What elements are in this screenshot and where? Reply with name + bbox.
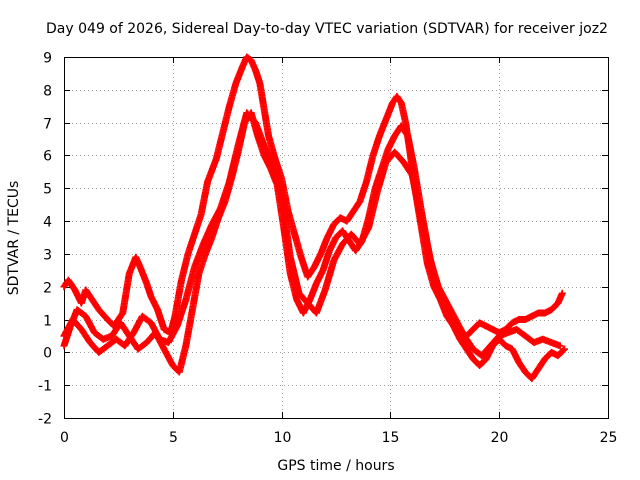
y-tick-label: 8	[43, 84, 52, 100]
x-tick-label: 5	[169, 430, 178, 446]
x-tick-labels: 0 5 10 15 20 25	[60, 430, 617, 446]
plot-frame	[64, 57, 609, 419]
data-points	[60, 53, 568, 383]
data-point	[560, 345, 568, 353]
x-tick-label: 25	[600, 430, 618, 446]
y-tick-label: 2	[43, 281, 52, 297]
y-tick-label: -1	[38, 379, 52, 395]
series-track-C	[60, 109, 564, 360]
x-tick-label: 10	[274, 430, 292, 446]
x-axis-label: GPS time / hours	[277, 458, 394, 474]
y-tick-label: 3	[43, 248, 52, 264]
axis-ticks	[64, 57, 609, 419]
x-tick-label: 15	[382, 430, 400, 446]
x-tick-label: 20	[491, 430, 509, 446]
y-tick-label: 0	[43, 346, 52, 362]
chart-title: Day 049 of 2026, Sidereal Day-to-day VTE…	[46, 21, 608, 37]
y-tick-label: -2	[38, 412, 52, 428]
y-tick-labels: -2 -1 0 1 2 3 4 5 6 7 8 9	[38, 51, 52, 428]
data-point	[559, 346, 567, 354]
y-tick-label: 6	[43, 149, 52, 165]
x-tick-label: 0	[60, 430, 69, 446]
y-tick-label: 7	[43, 117, 52, 133]
y-axis-label: SDTVAR / TECUs	[6, 181, 22, 296]
y-tick-label: 4	[43, 215, 52, 231]
y-tick-label: 9	[43, 51, 52, 67]
y-tick-label: 1	[43, 314, 52, 330]
data-point	[558, 289, 566, 297]
data-point	[556, 342, 564, 350]
y-tick-label: 5	[43, 182, 52, 198]
